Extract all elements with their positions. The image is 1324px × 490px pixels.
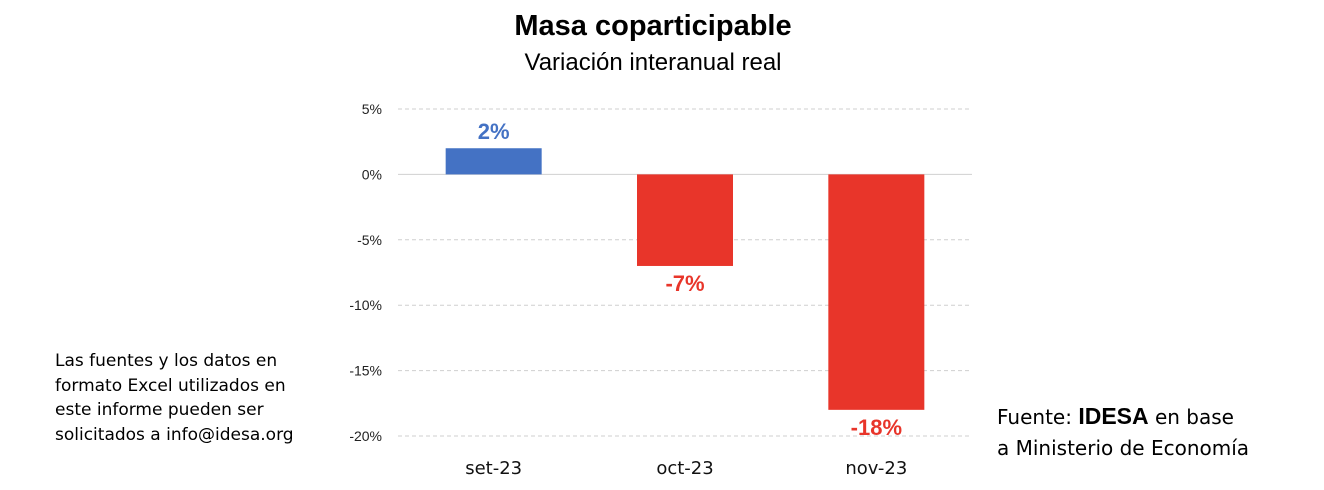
x-tick-label: set-23 [465, 458, 522, 479]
source-prefix: Fuente: [997, 405, 1079, 429]
y-tick-label: -5% [357, 232, 382, 248]
bar [445, 148, 542, 175]
source-brand: IDESA [1078, 403, 1149, 429]
data-label: -18% [851, 415, 902, 440]
chart-title: Masa coparticipable [514, 10, 792, 42]
data-label: -7% [665, 271, 704, 296]
source-line-1: Fuente: IDESA en base [997, 401, 1317, 433]
x-tick-label: oct-23 [656, 458, 713, 479]
y-tick-label: -10% [349, 297, 382, 313]
note-line: formato Excel utilizados en [55, 375, 286, 396]
note-line: este informe pueden ser [55, 400, 264, 420]
source-suffix: en base [1148, 405, 1234, 429]
source-credit: Fuente: IDESA en base a Ministerio de Ec… [997, 401, 1317, 464]
y-tick-label: 5% [362, 101, 382, 117]
y-tick-label: -15% [349, 363, 382, 379]
note-line: Las fuentes y los datos en [55, 351, 278, 371]
bar [637, 174, 733, 266]
x-tick-label: nov-23 [845, 458, 907, 479]
note-line: solicitados a info@idesa.org [55, 424, 294, 445]
y-tick-label: 0% [362, 166, 382, 182]
y-tick-label: -20% [349, 428, 382, 444]
data-label: 2% [478, 119, 510, 144]
bar [828, 174, 925, 410]
chart-subtitle: Variación interanual real [524, 49, 782, 76]
source-line-2: a Ministerio de Economía [997, 436, 1250, 460]
data-availability-note: Las fuentes y los datos en formato Excel… [55, 349, 315, 447]
